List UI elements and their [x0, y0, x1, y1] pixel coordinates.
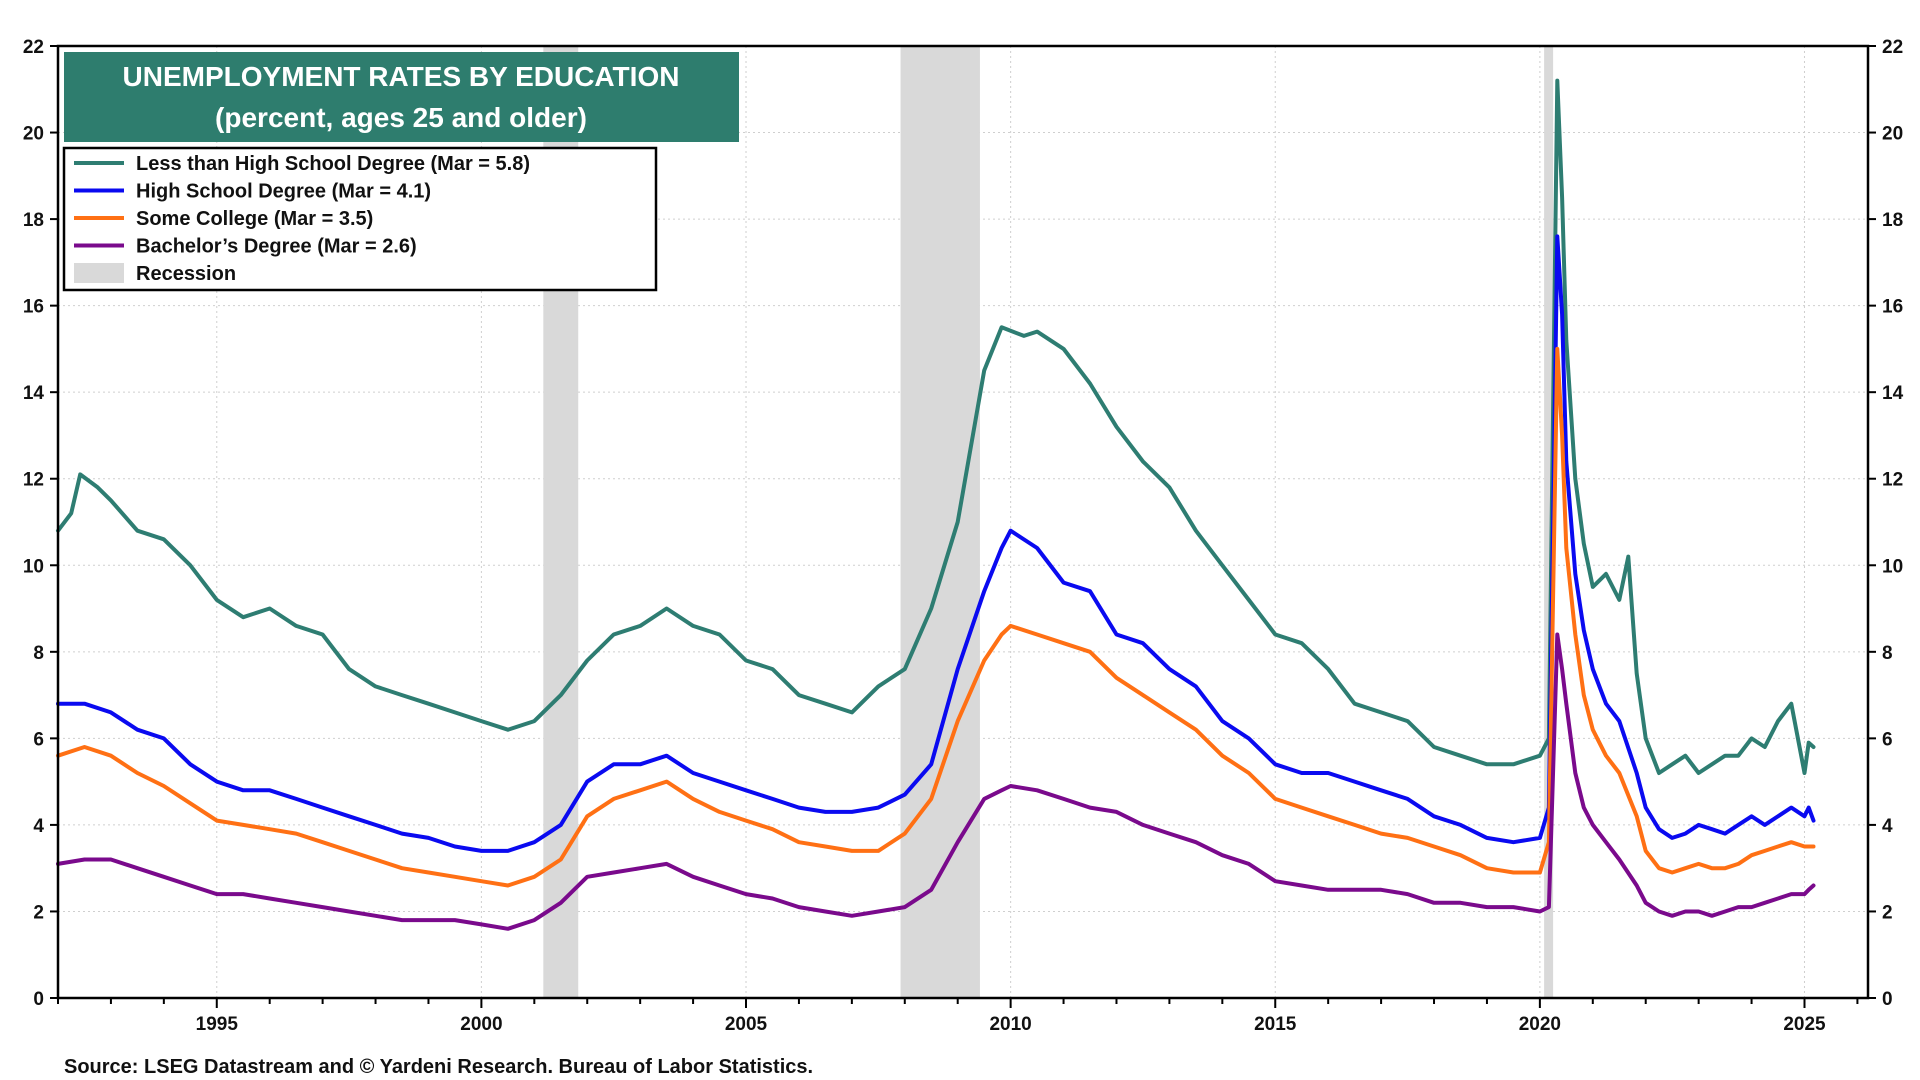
- y-tick-label-right: 22: [1882, 37, 1903, 58]
- y-tick-label-left: 10: [23, 556, 44, 577]
- legend-box: [62, 146, 658, 292]
- y-tick-label-left: 6: [33, 729, 44, 750]
- legend-label-1: High School Degree (Mar = 4.1): [136, 181, 431, 203]
- y-tick-label-left: 8: [33, 643, 44, 664]
- x-tick-label: 2020: [1519, 1014, 1561, 1035]
- source-note: Source: LSEG Datastream and © Yardeni Re…: [64, 1056, 813, 1078]
- y-tick-label-right: 0: [1882, 989, 1893, 1010]
- x-tick-label: 2005: [725, 1014, 768, 1035]
- recession-band: [900, 46, 980, 998]
- y-tick-label-right: 18: [1882, 210, 1903, 231]
- series-line-0: [56, 78, 1816, 775]
- x-tick-label: 1995: [196, 1014, 239, 1035]
- y-tick-label-right: 12: [1882, 470, 1903, 491]
- title-box: UNEMPLOYMENT RATES BY EDUCATION (percent…: [64, 52, 739, 142]
- y-tick-label-left: 4: [33, 816, 44, 837]
- y-tick-label-left: 16: [23, 297, 44, 318]
- y-tick-label-right: 16: [1882, 297, 1903, 318]
- title-background: [64, 52, 739, 142]
- series-lines: [56, 78, 1816, 931]
- y-tick-label-left: 2: [33, 902, 44, 923]
- series-line-3: [56, 632, 1816, 931]
- y-tick-label-left: 14: [23, 383, 45, 404]
- recession-band: [1544, 46, 1554, 998]
- chart-subtitle: (percent, ages 25 and older): [215, 102, 587, 133]
- y-tick-label-right: 10: [1882, 556, 1903, 577]
- chart-title: UNEMPLOYMENT RATES BY EDUCATION: [123, 61, 680, 92]
- y-tick-label-right: 2: [1882, 902, 1893, 923]
- legend-label-2: Some College (Mar = 3.5): [136, 208, 373, 230]
- legend: Less than High School Degree (Mar = 5.8)…: [62, 146, 658, 292]
- series-line-2: [56, 346, 1816, 888]
- y-tick-label-left: 0: [33, 989, 44, 1010]
- x-tick-label: 2010: [989, 1014, 1031, 1035]
- y-tick-label-left: 20: [23, 124, 44, 145]
- x-tick-label: 2025: [1783, 1014, 1826, 1035]
- y-tick-label-left: 22: [23, 37, 44, 58]
- x-tick-label: 2000: [460, 1014, 502, 1035]
- y-tick-label-right: 14: [1882, 383, 1904, 404]
- y-tick-label-left: 12: [23, 470, 44, 491]
- legend-swatch-recession: [74, 263, 124, 283]
- legend-label-0: Less than High School Degree (Mar = 5.8): [136, 153, 530, 175]
- legend-label-3: Bachelor’s Degree (Mar = 2.6): [136, 236, 417, 258]
- x-tick-label: 2015: [1254, 1014, 1297, 1035]
- legend-label-recession: Recession: [136, 263, 236, 285]
- plot-frame: [56, 44, 1870, 1000]
- series-line-1: [56, 234, 1816, 853]
- recession-bands: [543, 46, 1554, 998]
- y-tick-label-right: 8: [1882, 643, 1893, 664]
- y-tick-label-left: 18: [23, 210, 44, 231]
- y-tick-label-right: 20: [1882, 124, 1903, 145]
- y-tick-label-right: 4: [1882, 816, 1893, 837]
- y-tick-label-right: 6: [1882, 729, 1893, 750]
